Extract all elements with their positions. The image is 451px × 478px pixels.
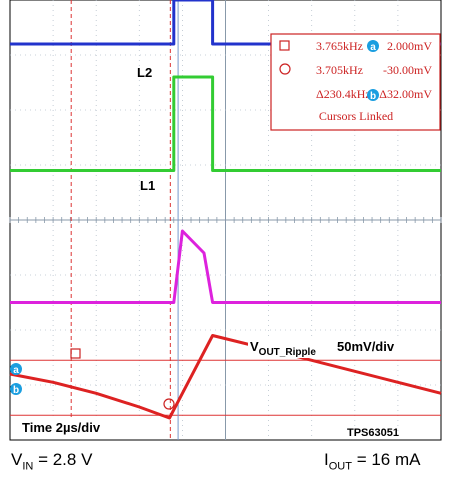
marker-b-label: b <box>13 385 19 396</box>
device-label: TPS63051 <box>347 427 399 439</box>
time-scale-label: Time 2µs/div <box>22 420 101 435</box>
trace-ch3 <box>10 229 441 304</box>
circle-cursor-marker-icon <box>163 398 175 410</box>
cursor-readout-box <box>270 33 441 131</box>
cursors-linked-label: Cursors Linked <box>319 109 393 123</box>
trace-l2 <box>10 0 441 46</box>
vout-scale-label: 50mV/div <box>337 339 395 354</box>
iout-main: I <box>324 450 329 469</box>
cursor-o-value: -30.00mV <box>383 63 432 77</box>
vout-ripple-label: VOUT_Ripple 50mV/div <box>248 336 412 358</box>
cursor-b-icon-label: b <box>370 91 376 102</box>
marker-b-icon <box>10 383 22 395</box>
square-cursor-marker-icon <box>70 348 81 359</box>
iout-caption: IOUT = 16 mA <box>324 450 420 472</box>
marker-a-icon <box>10 363 22 375</box>
square-cursor-icon <box>279 40 290 51</box>
cursor-a-value: 2.000mV <box>387 39 432 53</box>
cursor-a-icon <box>367 40 379 52</box>
grid <box>9 0 442 440</box>
trace-vout-ripple <box>9 334 442 420</box>
cursor-a-icon-label: a <box>370 42 376 53</box>
circle-cursor-icon <box>279 63 291 75</box>
cursor-lines <box>10 0 441 440</box>
cursor-freq1: 3.765kHz <box>316 39 363 53</box>
vin-sub: IN <box>22 460 34 473</box>
cursor-delta-freq: Δ230.4kHz <box>316 87 371 101</box>
trace-label-l2: L2 <box>137 65 152 80</box>
vout-label-main: V <box>250 339 259 354</box>
iout-sub: OUT <box>328 460 352 473</box>
vin-caption: VIN = 2.8 V <box>11 450 92 472</box>
vout-label-backdrop <box>248 336 412 358</box>
marker-a-label: a <box>13 365 19 376</box>
vout-label-sub: OUT_Ripple <box>259 347 317 358</box>
trace-l1 <box>10 75 441 172</box>
iout-value: = 16 mA <box>351 450 421 469</box>
cursor-b-icon <box>367 89 379 101</box>
cursor-b-delta: Δ32.00mV <box>379 87 432 101</box>
svg-text:VOUT_Ripple: VOUT_Ripple <box>250 339 316 358</box>
cursor-readout: 3.765kHz 3.705kHz Δ230.4kHz a b 2.000mV … <box>270 33 441 131</box>
time-label-backdrop <box>18 418 152 438</box>
vin-value: = 2.8 V <box>33 450 93 469</box>
cursor-freq2: 3.705kHz <box>316 63 363 77</box>
vin-main: V <box>11 450 23 469</box>
traces <box>9 0 442 420</box>
trace-label-l1: L1 <box>140 178 155 193</box>
